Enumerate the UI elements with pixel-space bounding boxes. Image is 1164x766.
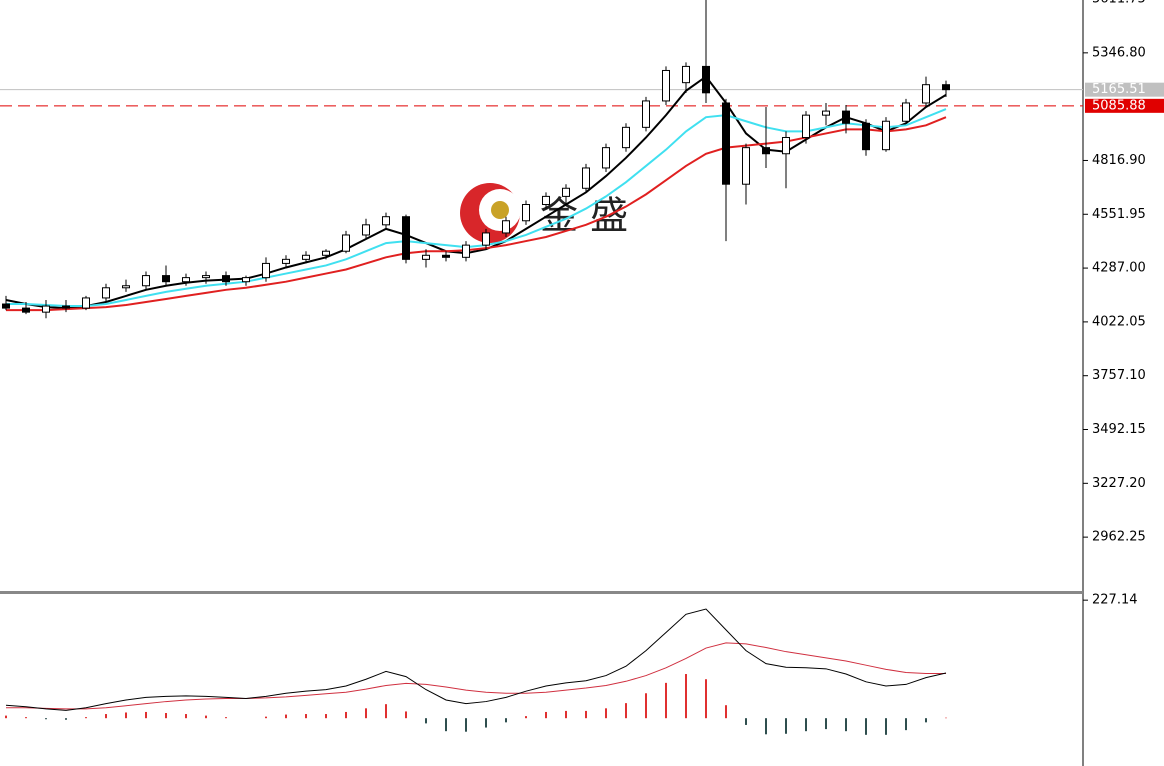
candle-body (62, 305, 70, 309)
candle-body (682, 65, 690, 84)
candle-body (2, 303, 10, 309)
y-tick-label: 4022.05 (1092, 314, 1146, 329)
candle-body (622, 126, 630, 149)
y-tick-label: 227.14 (1092, 593, 1138, 608)
candle-body (382, 216, 390, 226)
y-tick-label: 2962.25 (1092, 530, 1146, 545)
signal-line (6, 642, 946, 710)
candle-body (462, 244, 470, 258)
price-label-bg (1085, 82, 1164, 97)
candle-body (442, 254, 450, 258)
candle-body (182, 277, 190, 283)
candle-body (862, 122, 870, 151)
candle-body (402, 216, 410, 260)
candle-body (502, 220, 510, 234)
candle-body (482, 232, 490, 246)
candle-body (82, 297, 90, 309)
candle-body (662, 69, 670, 102)
y-tick-label: 3492.15 (1092, 422, 1146, 437)
candle-body (142, 275, 150, 287)
y-tick-label: 4551.95 (1092, 207, 1146, 222)
y-tick-label: 5611.75 (1092, 0, 1146, 7)
watermark: 金 盛 (460, 183, 628, 243)
candle-body (882, 120, 890, 151)
candle-body (162, 275, 170, 283)
price-label: 5165.51 (1092, 82, 1146, 97)
candle-body (562, 187, 570, 197)
candle-body (102, 287, 110, 299)
y-tick-label: 4816.90 (1092, 153, 1146, 168)
candle-body (582, 167, 590, 189)
candle-body (822, 110, 830, 116)
logo-ball (491, 201, 509, 219)
price-label: 5085.88 (1092, 98, 1146, 113)
candle-body (222, 275, 230, 283)
candle-body (262, 262, 270, 279)
candle-body (722, 102, 730, 185)
y-tick-label: 3757.10 (1092, 368, 1146, 383)
candle-body (782, 136, 790, 155)
candle-body (602, 147, 610, 169)
panel-separator (0, 591, 1083, 594)
candle-body (642, 100, 650, 128)
candle-body (742, 147, 750, 185)
candle-body (242, 277, 250, 283)
candle-body (42, 305, 50, 313)
candle-body (22, 307, 30, 313)
candle-body (422, 254, 430, 260)
y-tick-label: 5346.80 (1092, 45, 1146, 60)
candle-body (942, 84, 950, 91)
candle-body (322, 250, 330, 256)
candle-body (802, 114, 810, 138)
candle-body (702, 65, 710, 94)
price-label-bg (1085, 98, 1164, 113)
macd-line (5, 608, 947, 711)
candle-body (342, 234, 350, 252)
candle-body (522, 204, 530, 222)
candle-body (362, 224, 370, 236)
candle-body (202, 275, 210, 279)
moving-average (6, 108, 947, 308)
watermark-text: 金 盛 (540, 194, 628, 238)
candle-body (282, 258, 290, 264)
y-tick-label: 4287.00 (1092, 261, 1146, 276)
candle-body (762, 147, 770, 155)
y-tick-label: 3227.20 (1092, 476, 1146, 491)
candle-body (122, 285, 130, 289)
candle-body (542, 195, 550, 206)
candle-body (302, 254, 310, 260)
candle-body (902, 102, 910, 122)
candle-body (842, 110, 850, 124)
candle-body (922, 84, 930, 104)
